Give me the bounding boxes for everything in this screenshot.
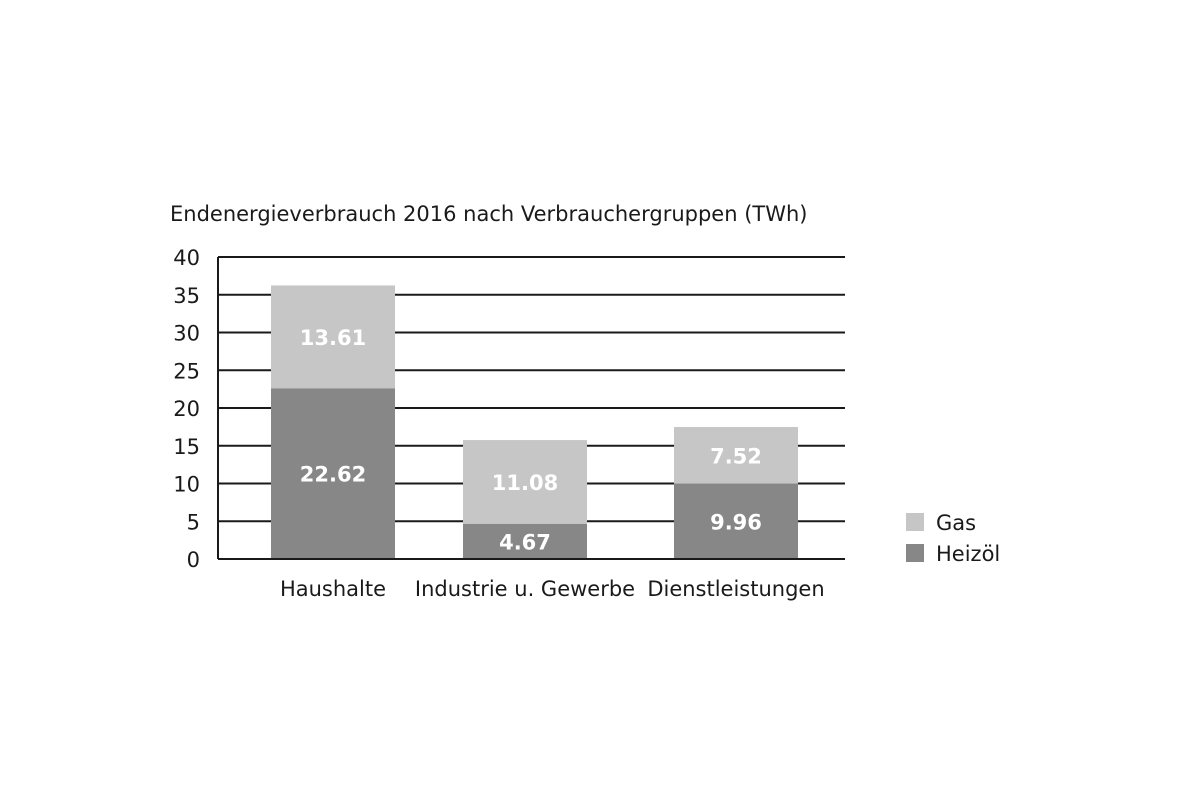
y-tick-label: 0	[187, 548, 200, 572]
bar-segment	[271, 285, 395, 389]
y-tick-label: 25	[173, 359, 200, 383]
data-label: 4.67	[499, 530, 551, 554]
bar-segment	[271, 388, 395, 559]
legend-swatch	[906, 544, 924, 562]
bar-segment	[463, 523, 587, 559]
chart-title: Endenergieverbrauch 2016 nach Verbrauche…	[170, 202, 808, 226]
legend-swatch	[906, 513, 924, 531]
legend-label: Heizöl	[936, 542, 1000, 566]
legend: Gas Heizöl	[906, 511, 1000, 566]
y-tick-label: 5	[187, 510, 200, 534]
data-label: 13.61	[300, 326, 366, 350]
x-axis-category-labels: Haushalte Industrie u. Gewerbe Dienstleist…	[280, 577, 825, 601]
y-tick-label: 35	[173, 284, 200, 308]
y-tick-label: 40	[173, 246, 200, 270]
bar-segment	[674, 427, 798, 484]
data-label: 22.62	[300, 463, 366, 487]
y-tick-label: 20	[173, 397, 200, 421]
data-label: 11.08	[492, 471, 558, 495]
x-tick-label: Haushalte	[280, 577, 386, 601]
y-tick-label: 10	[173, 473, 200, 497]
bar-segment	[463, 440, 587, 524]
bar-segment	[674, 483, 798, 559]
axes	[217, 257, 845, 560]
y-tick-label: 30	[173, 322, 200, 346]
legend-label: Gas	[936, 511, 976, 535]
data-label: 9.96	[710, 510, 762, 534]
x-tick-label: Dienstleistungen	[647, 577, 824, 601]
data-label: 7.52	[710, 444, 762, 468]
y-axis-tick-labels: 0 5 10 15 20 25 30 35 40	[173, 246, 200, 572]
y-tick-label: 15	[173, 435, 200, 459]
bars: 22.62 13.61 4.67 11.08 9.96 7.52	[271, 285, 798, 559]
x-tick-label: Industrie u. Gewerbe	[415, 577, 635, 601]
